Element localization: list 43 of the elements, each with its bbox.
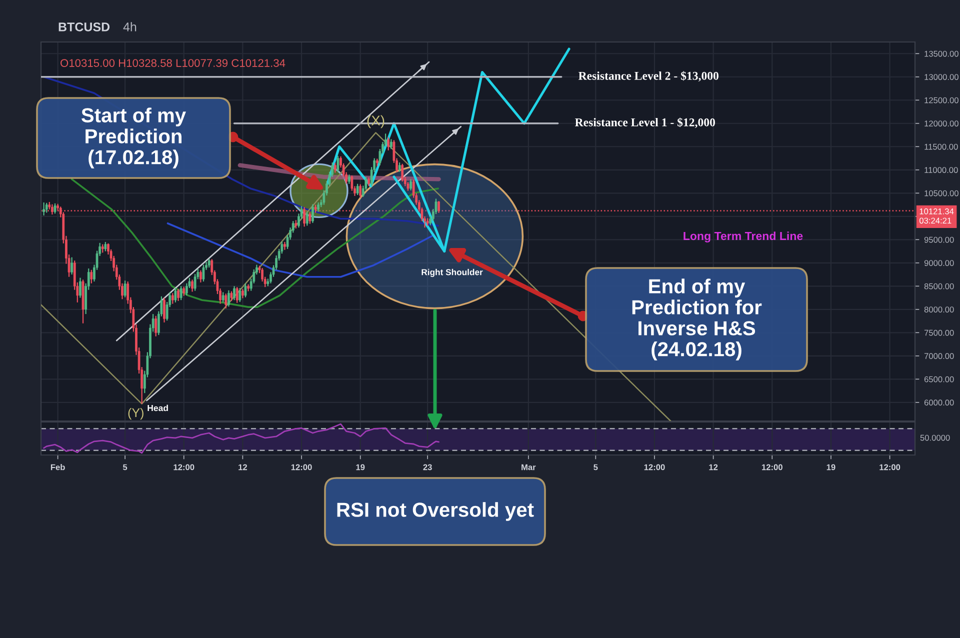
x-tick-label: 12:00 [762,464,782,470]
x-tick-label: Mar [522,464,536,470]
annotation: End of my Prediction for Inverse H&S (24.02.18) [632,278,762,360]
x-tick-label: 12:00 [880,464,900,470]
series-label: Resistance Level 2 - $13,000 [578,71,718,82]
y-tick-label: 8000.00 [924,306,954,312]
x-tick-label: Feb [50,464,65,470]
annotation: O10315.00 H10328.58 L10077.39 C10121.34 [60,59,286,67]
y-tick-label: 7500.00 [924,330,954,336]
x-tick-label: 19 [826,464,836,470]
y-tick-label: 7000.00 [924,353,954,359]
x-tick-label: 19 [356,464,365,470]
text: 50.0000 [920,434,950,441]
x-tick-label: 12 [238,464,247,470]
y-tick-label: 11000.00 [924,167,958,173]
annotation: Right Shoulder [422,268,483,277]
y-tick-label: 12000.00 [924,120,958,126]
x-tick-label: 12:00 [644,464,665,470]
annotation: Head [148,404,168,412]
series-label: Resistance Level 1 - $12,000 [574,118,715,128]
x-tick-label: 12:00 [291,464,312,470]
annotation: (Y) [128,408,144,420]
x-tick-label: 5 [594,464,598,470]
y-tick-label: 11500.00 [924,144,958,150]
x-tick-label: 23 [423,464,432,470]
x-tick-label: 12:00 [174,464,194,470]
y-tick-label: 8500.00 [924,283,954,290]
y-tick-label: 9000.00 [924,260,954,266]
y-tick-label: 9500.00 [924,236,954,243]
annotation: Start of my Prediction (17.02.18) [81,108,186,168]
ref-line-label: 10121.34 03:24:21 [919,208,954,224]
annotation: Long Term Trend Line [684,232,803,242]
y-tick-label: 13500.00 [924,50,958,57]
text: RSI not Oversold yet [337,502,534,521]
x-tick-label: 12 [709,464,718,470]
y-tick-label: 6500.00 [924,376,954,382]
x-tick-label: 5 [122,464,128,470]
y-tick-label: 13000.00 [924,74,958,80]
y-tick-label: 6000.00 [924,400,954,406]
y-tick-label: 12500.00 [924,97,958,104]
chart-subtitle: 4h [123,22,136,32]
chart-title: BTCUSD [58,22,110,32]
y-tick-label: 10500.00 [924,190,958,196]
